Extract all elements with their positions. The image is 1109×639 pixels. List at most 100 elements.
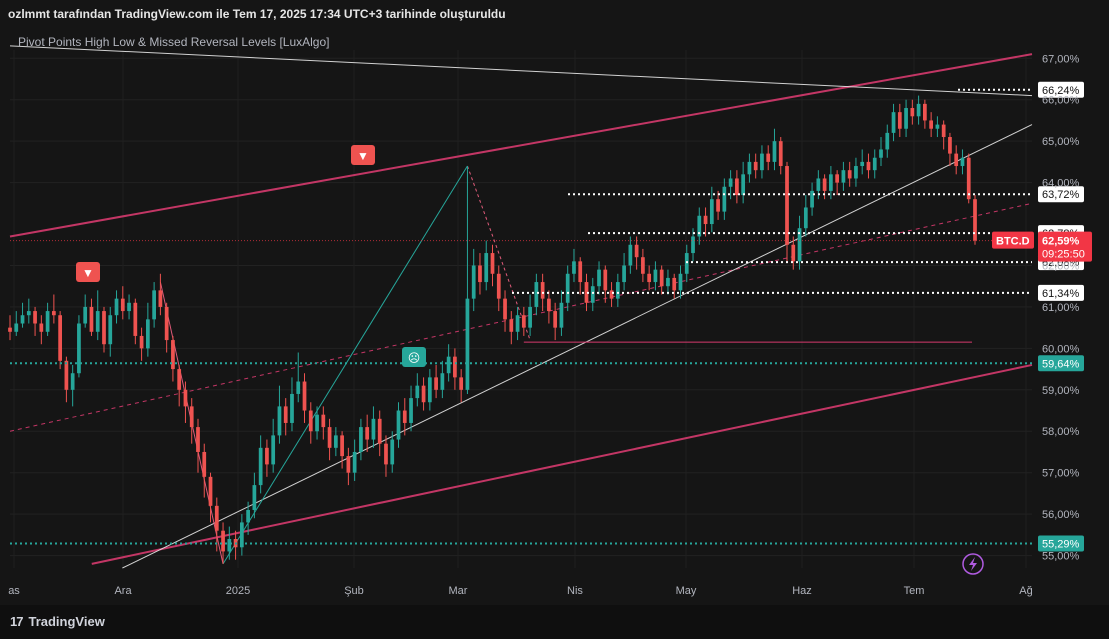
price-level-label: 61,34% — [1042, 288, 1080, 300]
y-tick-label: 66,00% — [1042, 95, 1080, 107]
candle-body — [622, 265, 626, 283]
chart-canvas[interactable]: 66,24%63,72%62,78%62,08%61,34%59,64%55,2… — [0, 0, 1109, 605]
candle-body — [308, 410, 313, 432]
pivot-marker-high — [351, 145, 375, 165]
lightning-icon — [962, 553, 984, 575]
tradingview-logo[interactable]: 17 TradingView — [10, 614, 105, 629]
candle-body — [459, 377, 464, 390]
price-level-badge — [1038, 355, 1084, 372]
candle-body — [590, 286, 595, 303]
candle-body — [114, 298, 119, 316]
candle-body — [647, 273, 652, 283]
candle-body — [722, 186, 727, 212]
candle-body — [377, 418, 382, 444]
candle-body — [572, 261, 576, 274]
y-tick-label: 56,00% — [1042, 509, 1080, 521]
candle-body — [421, 385, 426, 403]
candle-body — [252, 485, 257, 510]
lightning-icon-bolt — [969, 557, 977, 571]
candle-body — [916, 103, 921, 117]
candle-body — [246, 509, 250, 523]
last-price-badge — [1038, 231, 1092, 262]
last-price-label: 62,59% — [1042, 236, 1080, 248]
symbol-badge — [992, 231, 1034, 249]
y-tick-label: 61,00% — [1042, 302, 1080, 314]
x-tick-label: Tem — [904, 585, 925, 597]
candle-body — [528, 306, 532, 328]
candle-body — [954, 153, 959, 167]
price-level-badge — [1038, 81, 1084, 98]
candle-body — [847, 170, 852, 179]
indicator-name[interactable]: Pivot Points High Low & Missed Reversal … — [18, 35, 330, 49]
candle-body — [83, 306, 88, 324]
zigzag-line — [466, 165, 531, 341]
candle-body — [584, 282, 589, 303]
price-level-badge — [1038, 186, 1084, 203]
candle-body — [189, 406, 194, 428]
trendline-upper-white — [9, 45, 1033, 97]
symbol-label: BTC.D — [996, 236, 1030, 248]
candle-body — [321, 414, 326, 428]
candle-body — [866, 161, 871, 171]
x-tick-label: May — [676, 585, 697, 597]
countdown-label: 09:25:50 — [1042, 249, 1085, 261]
candle-body — [628, 244, 633, 266]
candle-body — [214, 505, 219, 531]
candle-body — [365, 427, 370, 440]
candle-body — [440, 373, 445, 390]
x-tick-label: 2025 — [226, 585, 250, 597]
candle-body — [51, 311, 56, 316]
candle-body — [816, 178, 821, 191]
candle-body — [547, 298, 551, 312]
price-level-badge — [1038, 284, 1084, 301]
candle-body — [879, 149, 883, 158]
candle-body — [684, 253, 689, 274]
candle-body — [515, 315, 520, 332]
candle-body — [941, 124, 946, 138]
candle-body — [290, 393, 294, 423]
y-tick-label: 64,00% — [1042, 178, 1080, 190]
trendline-mid-channel — [9, 202, 1033, 432]
y-tick-label: 59,00% — [1042, 385, 1080, 397]
candle-body — [346, 456, 351, 473]
y-axis: 67,00% 66,00% 65,00% 64,00% 62,00% 61,00% 60,0… — [1042, 53, 1080, 562]
candle-body — [735, 178, 739, 196]
candle-body — [490, 253, 495, 274]
candle-body — [565, 273, 570, 303]
candle-body — [352, 451, 357, 473]
price-level-label: 63,72% — [1042, 189, 1080, 201]
candle-body — [603, 269, 608, 291]
candle-body — [973, 199, 977, 241]
pivot-marker-high — [76, 262, 100, 282]
candle-body — [409, 398, 413, 423]
candle-body — [872, 157, 877, 171]
candle-body — [446, 356, 451, 374]
candle-body — [20, 315, 25, 324]
x-tick-label: Ağ — [1019, 585, 1032, 597]
candle-body — [283, 406, 288, 423]
candle-body — [33, 311, 37, 324]
candle-body — [904, 108, 908, 129]
candle-body — [177, 369, 182, 390]
candle-body — [70, 373, 75, 390]
candle-body — [89, 306, 94, 332]
candle-body — [672, 277, 677, 291]
candle-body — [540, 282, 545, 299]
candle-body — [966, 157, 971, 200]
candle-body — [390, 439, 395, 465]
footer: 17 TradingView — [0, 605, 1109, 639]
candle-body — [384, 443, 388, 465]
candle-body — [741, 174, 746, 196]
x-axis: as Ara 2025 Şub Mar Nis May Haz Tem Ağ — [8, 585, 1033, 597]
candle-body — [923, 103, 927, 121]
pivot-markers: ▼ ▼ ☹ — [76, 145, 984, 575]
candle-body — [164, 306, 169, 341]
candle-body — [265, 447, 269, 465]
candle-body — [139, 335, 144, 349]
candle-body — [171, 340, 175, 370]
pivot-marker-high-icon: ▼ — [82, 266, 94, 280]
candle-body — [333, 435, 338, 448]
candle-body — [615, 282, 620, 299]
candle-body — [471, 265, 476, 299]
candle-body — [258, 447, 263, 486]
